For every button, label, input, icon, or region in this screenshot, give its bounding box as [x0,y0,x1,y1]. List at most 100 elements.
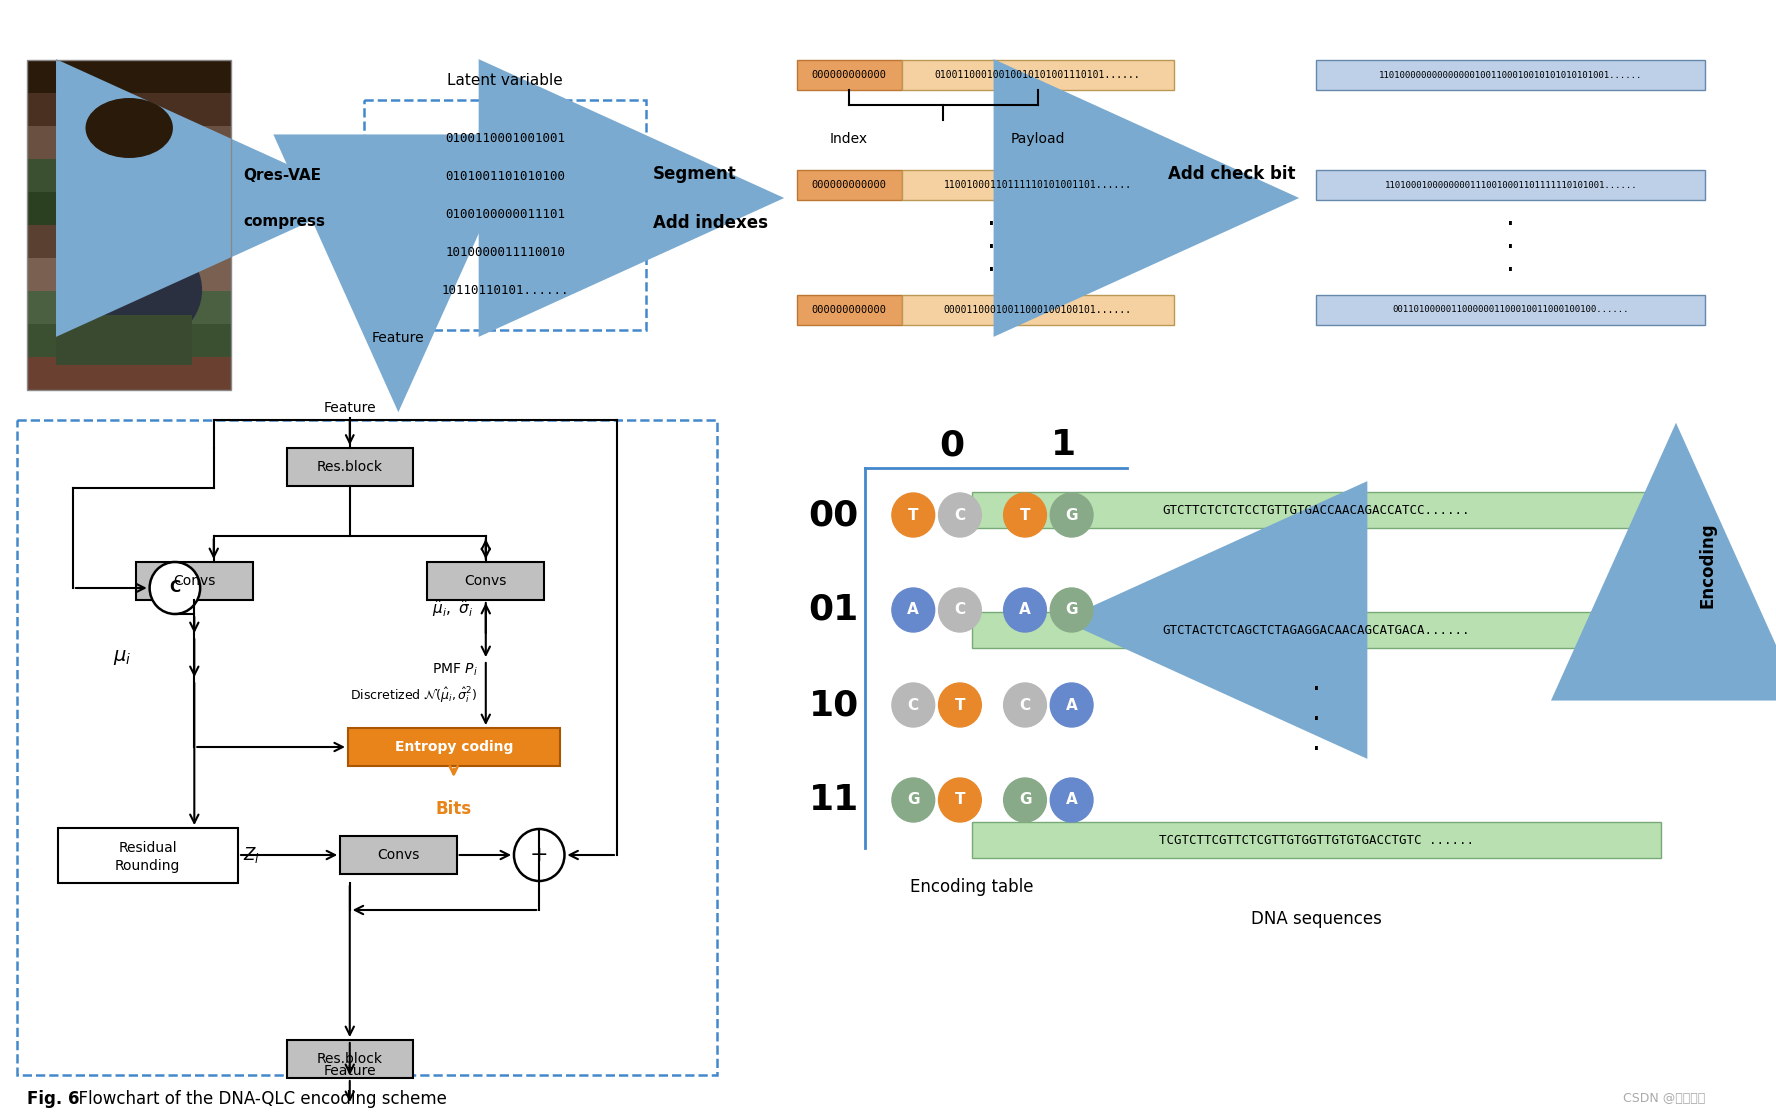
Text: Segment: Segment [654,165,737,183]
Bar [27,324,231,358]
Bar [971,612,1661,648]
Ellipse shape [85,98,172,158]
Text: Encoding table: Encoding table [909,878,1034,896]
Text: 0: 0 [940,428,964,462]
Bar [27,357,231,391]
Ellipse shape [57,230,202,350]
Circle shape [149,562,201,614]
Text: compress: compress [243,214,325,229]
Text: C: C [908,698,918,712]
Text: 0100100000011101: 0100100000011101 [446,208,565,220]
Text: CSDN @古猫先生: CSDN @古猫先生 [1623,1092,1705,1105]
Text: 00001100010011000100100101......: 00001100010011000100100101...... [943,305,1131,315]
Text: $Z_i$: $Z_i$ [243,845,259,865]
Bar [57,315,192,364]
Text: Convs: Convs [377,847,419,862]
Text: G: G [1066,508,1078,522]
Circle shape [1050,683,1092,727]
Circle shape [892,493,934,537]
Text: A: A [1019,603,1030,617]
Circle shape [1003,778,1046,822]
Text: 00: 00 [808,498,860,532]
Text: ·: · [987,211,996,239]
Text: 00110100000110000001100010011000100100......: 00110100000110000001100010011000100100..… [1392,305,1629,314]
Circle shape [1003,588,1046,632]
Text: C: C [954,603,966,617]
Bar [339,836,456,874]
Text: PMF $P_i$: PMF $P_i$ [432,662,478,679]
Bar [797,60,902,91]
Text: 000000000000: 000000000000 [812,180,886,190]
Text: +: + [529,845,549,865]
Text: T: T [955,698,964,712]
Circle shape [1003,683,1046,727]
Text: GTCTACTCTCAGCTCTAGAGGACAACAGCATGACA......: GTCTACTCTCAGCTCTAGAGGACAACAGCATGACA.....… [1163,624,1471,636]
Bar [27,192,231,226]
Bar [59,828,238,883]
Bar [971,492,1661,528]
Text: TCGTCTTCGTTCTCGTTGTGGTTGTGTGACCTGTC ......: TCGTCTTCGTTCTCGTTGTGGTTGTGTGACCTGTC ....… [1160,834,1474,846]
Circle shape [1050,778,1092,822]
Text: Flowchart of the DNA-QLC encoding scheme: Flowchart of the DNA-QLC encoding scheme [67,1090,448,1108]
Text: C: C [1019,698,1030,712]
Text: Payload: Payload [1011,132,1066,146]
Text: A: A [1066,698,1078,712]
Circle shape [513,830,565,881]
Circle shape [892,778,934,822]
Text: G: G [1019,793,1032,807]
Circle shape [938,683,982,727]
Text: Discretized $\mathcal{N}(\hat{\mu}_i, \hat{\sigma}_i^2)$: Discretized $\mathcal{N}(\hat{\mu}_i, \h… [350,685,478,704]
Text: $\mu_i$: $\mu_i$ [112,648,131,667]
Text: G: G [1066,603,1078,617]
Circle shape [938,778,982,822]
Text: Residual: Residual [119,841,178,855]
Text: A: A [908,603,920,617]
Bar [902,60,1174,91]
Text: Bits: Bits [435,800,472,818]
Text: 01001100010010010101001110101......: 01001100010010010101001110101...... [934,70,1140,80]
Text: Qres-VAE: Qres-VAE [243,168,321,183]
Text: ·: · [1312,705,1321,735]
Text: Latent variable: Latent variable [448,73,563,88]
Text: C: C [169,580,181,596]
Bar [18,420,718,1076]
Text: Feature: Feature [371,331,424,345]
Bar [797,170,902,200]
Bar [27,225,231,259]
Text: 11: 11 [808,783,860,817]
Text: G: G [908,793,920,807]
Bar [27,291,231,325]
Text: 10110110101......: 10110110101...... [442,284,568,296]
Ellipse shape [92,107,165,202]
Text: Feature: Feature [323,401,377,415]
Bar [1316,295,1705,325]
Circle shape [938,493,982,537]
Circle shape [892,683,934,727]
Bar [797,295,902,325]
Circle shape [1050,493,1092,537]
Text: ·: · [987,257,996,285]
Bar [27,159,231,193]
Text: C: C [954,508,966,522]
Text: 11001000110111110101001101......: 11001000110111110101001101...... [943,180,1131,190]
Text: DNA sequences: DNA sequences [1250,910,1382,928]
Text: Rounding: Rounding [115,859,181,873]
Text: Encoding: Encoding [1698,522,1716,608]
Bar [971,822,1661,858]
Bar [1316,60,1705,91]
Bar [902,295,1174,325]
Bar [27,60,231,94]
Text: 000000000000: 000000000000 [812,70,886,80]
Bar [364,100,646,330]
Text: ·: · [1312,676,1321,704]
Text: T: T [1019,508,1030,522]
Bar [27,93,231,127]
Text: Index: Index [829,132,868,146]
Text: 11010001000000001110010001101111110101001......: 1101000100000000111001000110111111010100… [1385,180,1637,189]
Text: 1: 1 [1051,428,1076,462]
Circle shape [938,588,982,632]
Text: Entropy coding: Entropy coding [394,740,513,754]
Text: A: A [1066,793,1078,807]
Bar [27,258,231,292]
Bar [1316,170,1705,200]
